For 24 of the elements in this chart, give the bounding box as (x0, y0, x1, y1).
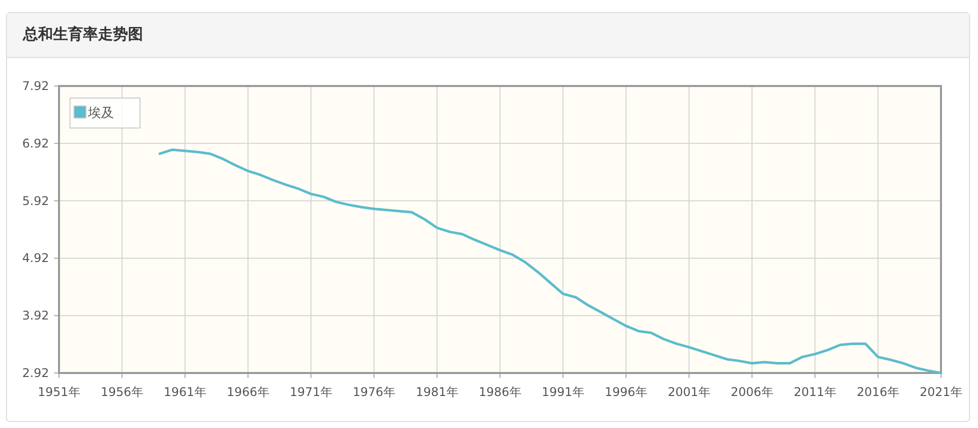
y-tick-label: 6.92 (22, 136, 49, 150)
x-tick-label: 1986年 (478, 385, 522, 399)
x-tick-label: 1966年 (226, 385, 270, 399)
x-tick-label: 1956年 (100, 385, 144, 399)
y-tick-label: 2.92 (22, 366, 49, 380)
legend: 埃及 (70, 98, 140, 128)
x-tick-label: 2011年 (794, 385, 836, 399)
x-tick-label: 2001年 (668, 385, 710, 399)
x-tick-label: 1996年 (604, 385, 648, 399)
x-tick-label: 1991年 (542, 385, 584, 399)
x-tick-label: 1981年 (416, 385, 458, 399)
x-tick-label: 1976年 (352, 385, 396, 399)
x-tick-label: 2006年 (730, 385, 774, 399)
title: 总和生育率走势图 (23, 25, 143, 44)
y-tick-label: 4.92 (22, 251, 49, 266)
x-tick-label: 2021年 (920, 385, 962, 399)
y-tick-label: 5.92 (22, 194, 49, 208)
x-tick-label: 1961年 (164, 385, 206, 399)
y-tick-label: 7.92 (22, 79, 49, 93)
y-tick-label: 3.92 (22, 308, 49, 323)
x-tick-label: 1951年 (38, 385, 80, 399)
legend-label: 埃及 (87, 106, 114, 121)
x-tick-label: 2016年 (856, 385, 900, 399)
x-tick-label: 1971年 (290, 385, 332, 399)
